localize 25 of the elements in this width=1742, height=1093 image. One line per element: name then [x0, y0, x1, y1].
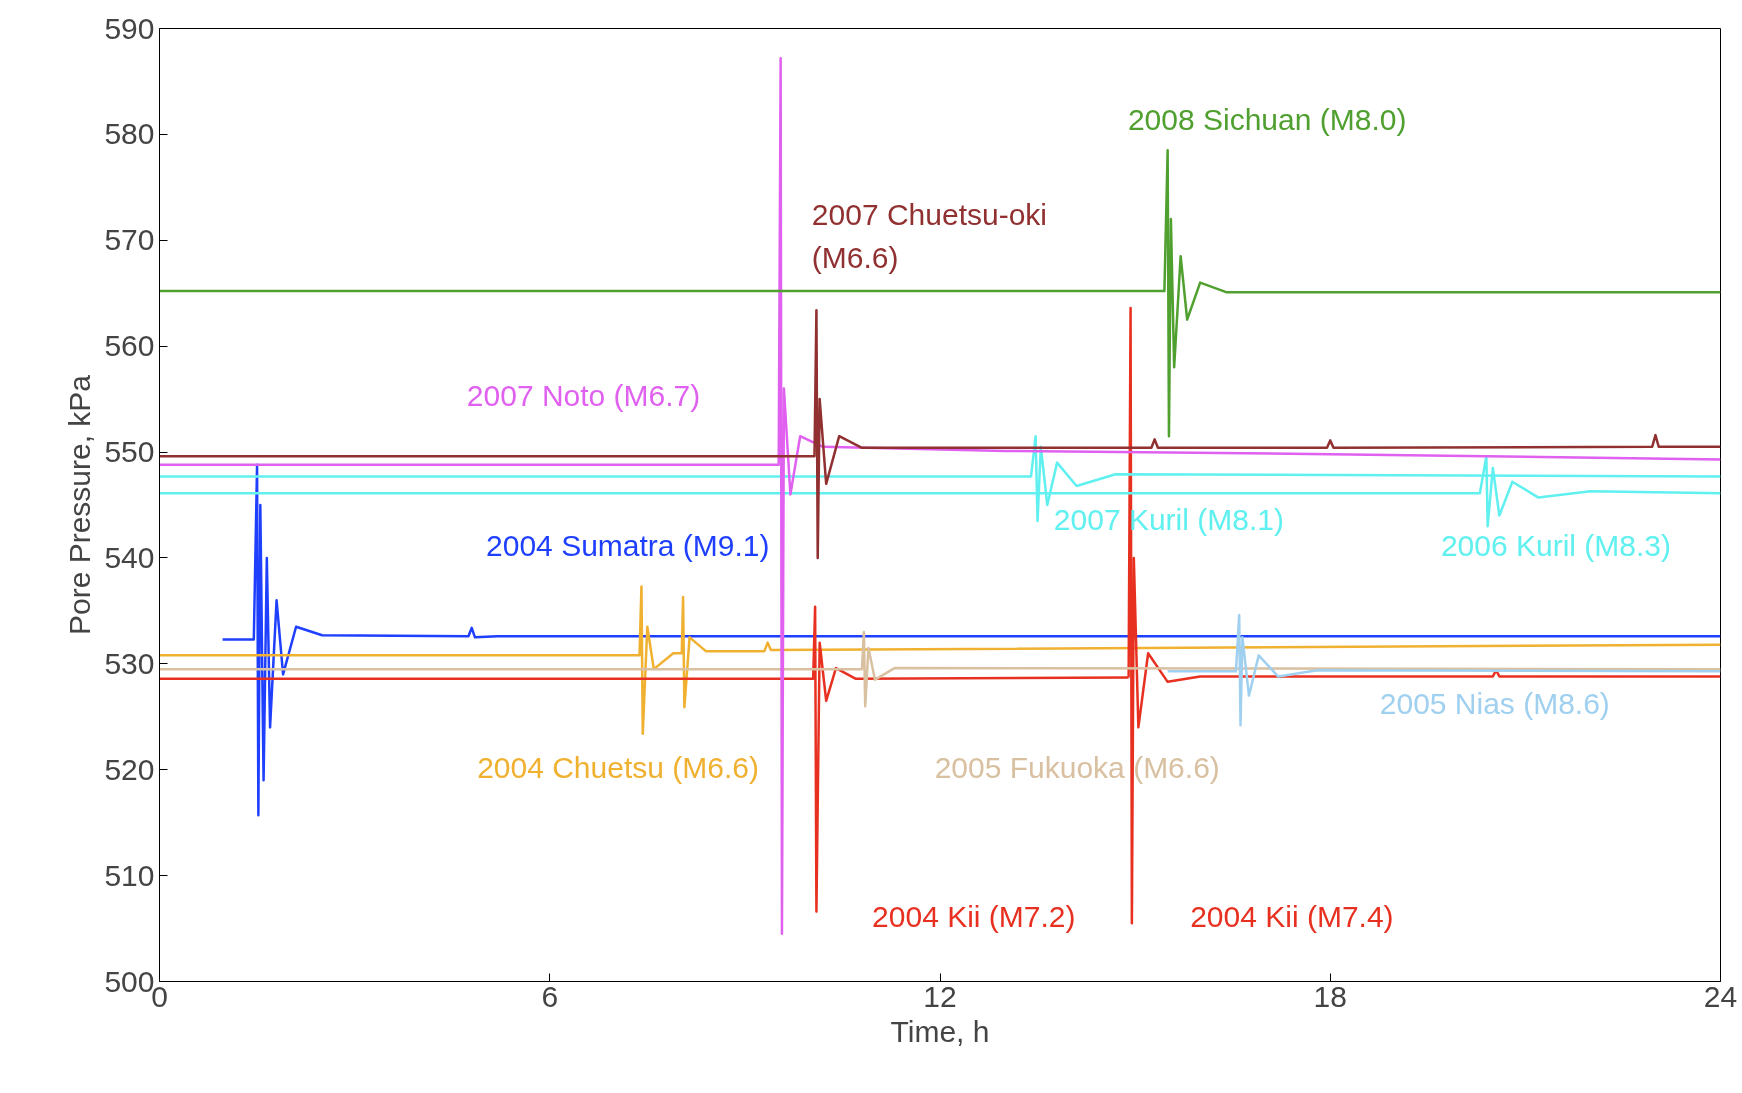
- text: 2004 Sumatra (M9.1): [486, 528, 770, 562]
- x-tick-label: 18: [1313, 979, 1347, 1013]
- y-tick-label: 580: [104, 117, 155, 151]
- x-tick-label: 24: [1703, 979, 1738, 1013]
- y-tick-label: 590: [104, 11, 155, 45]
- y-tick-label: 570: [104, 223, 155, 257]
- x-axis-title: Time, h: [890, 1014, 990, 1048]
- series-label: 2006 Kuril (M8.3): [1440, 528, 1672, 562]
- series-label: 2004 Kii (M7.2): [872, 900, 1076, 934]
- series-label: 2008 Sichuan (M8.0): [1127, 103, 1407, 137]
- x-tick-label: 6: [541, 979, 559, 1013]
- y-tick-label: 560: [104, 329, 155, 363]
- x-tick-label: 12: [923, 979, 957, 1013]
- y-axis-title: Pore Pressure, kPa: [63, 374, 97, 636]
- series-label: 2007 Noto (M6.7): [466, 379, 701, 413]
- series-label: 2005 Nias (M8.6): [1379, 686, 1610, 720]
- y-tick-label: 510: [104, 858, 155, 892]
- series-label: 2007 Chuetsu-oki (M6.6): [811, 198, 1048, 274]
- text: 2005 Fukuoka (M6.6): [934, 751, 1220, 785]
- y-tick-label: 540: [104, 540, 155, 574]
- y-tick-label: 530: [104, 646, 155, 680]
- series-label: 2004 Kii (M7.4): [1190, 900, 1394, 934]
- y-tick-label: 520: [104, 752, 155, 786]
- y-tick-label: 550: [104, 435, 155, 469]
- series-label: 2004 Chuetsu (M6.6): [477, 751, 759, 785]
